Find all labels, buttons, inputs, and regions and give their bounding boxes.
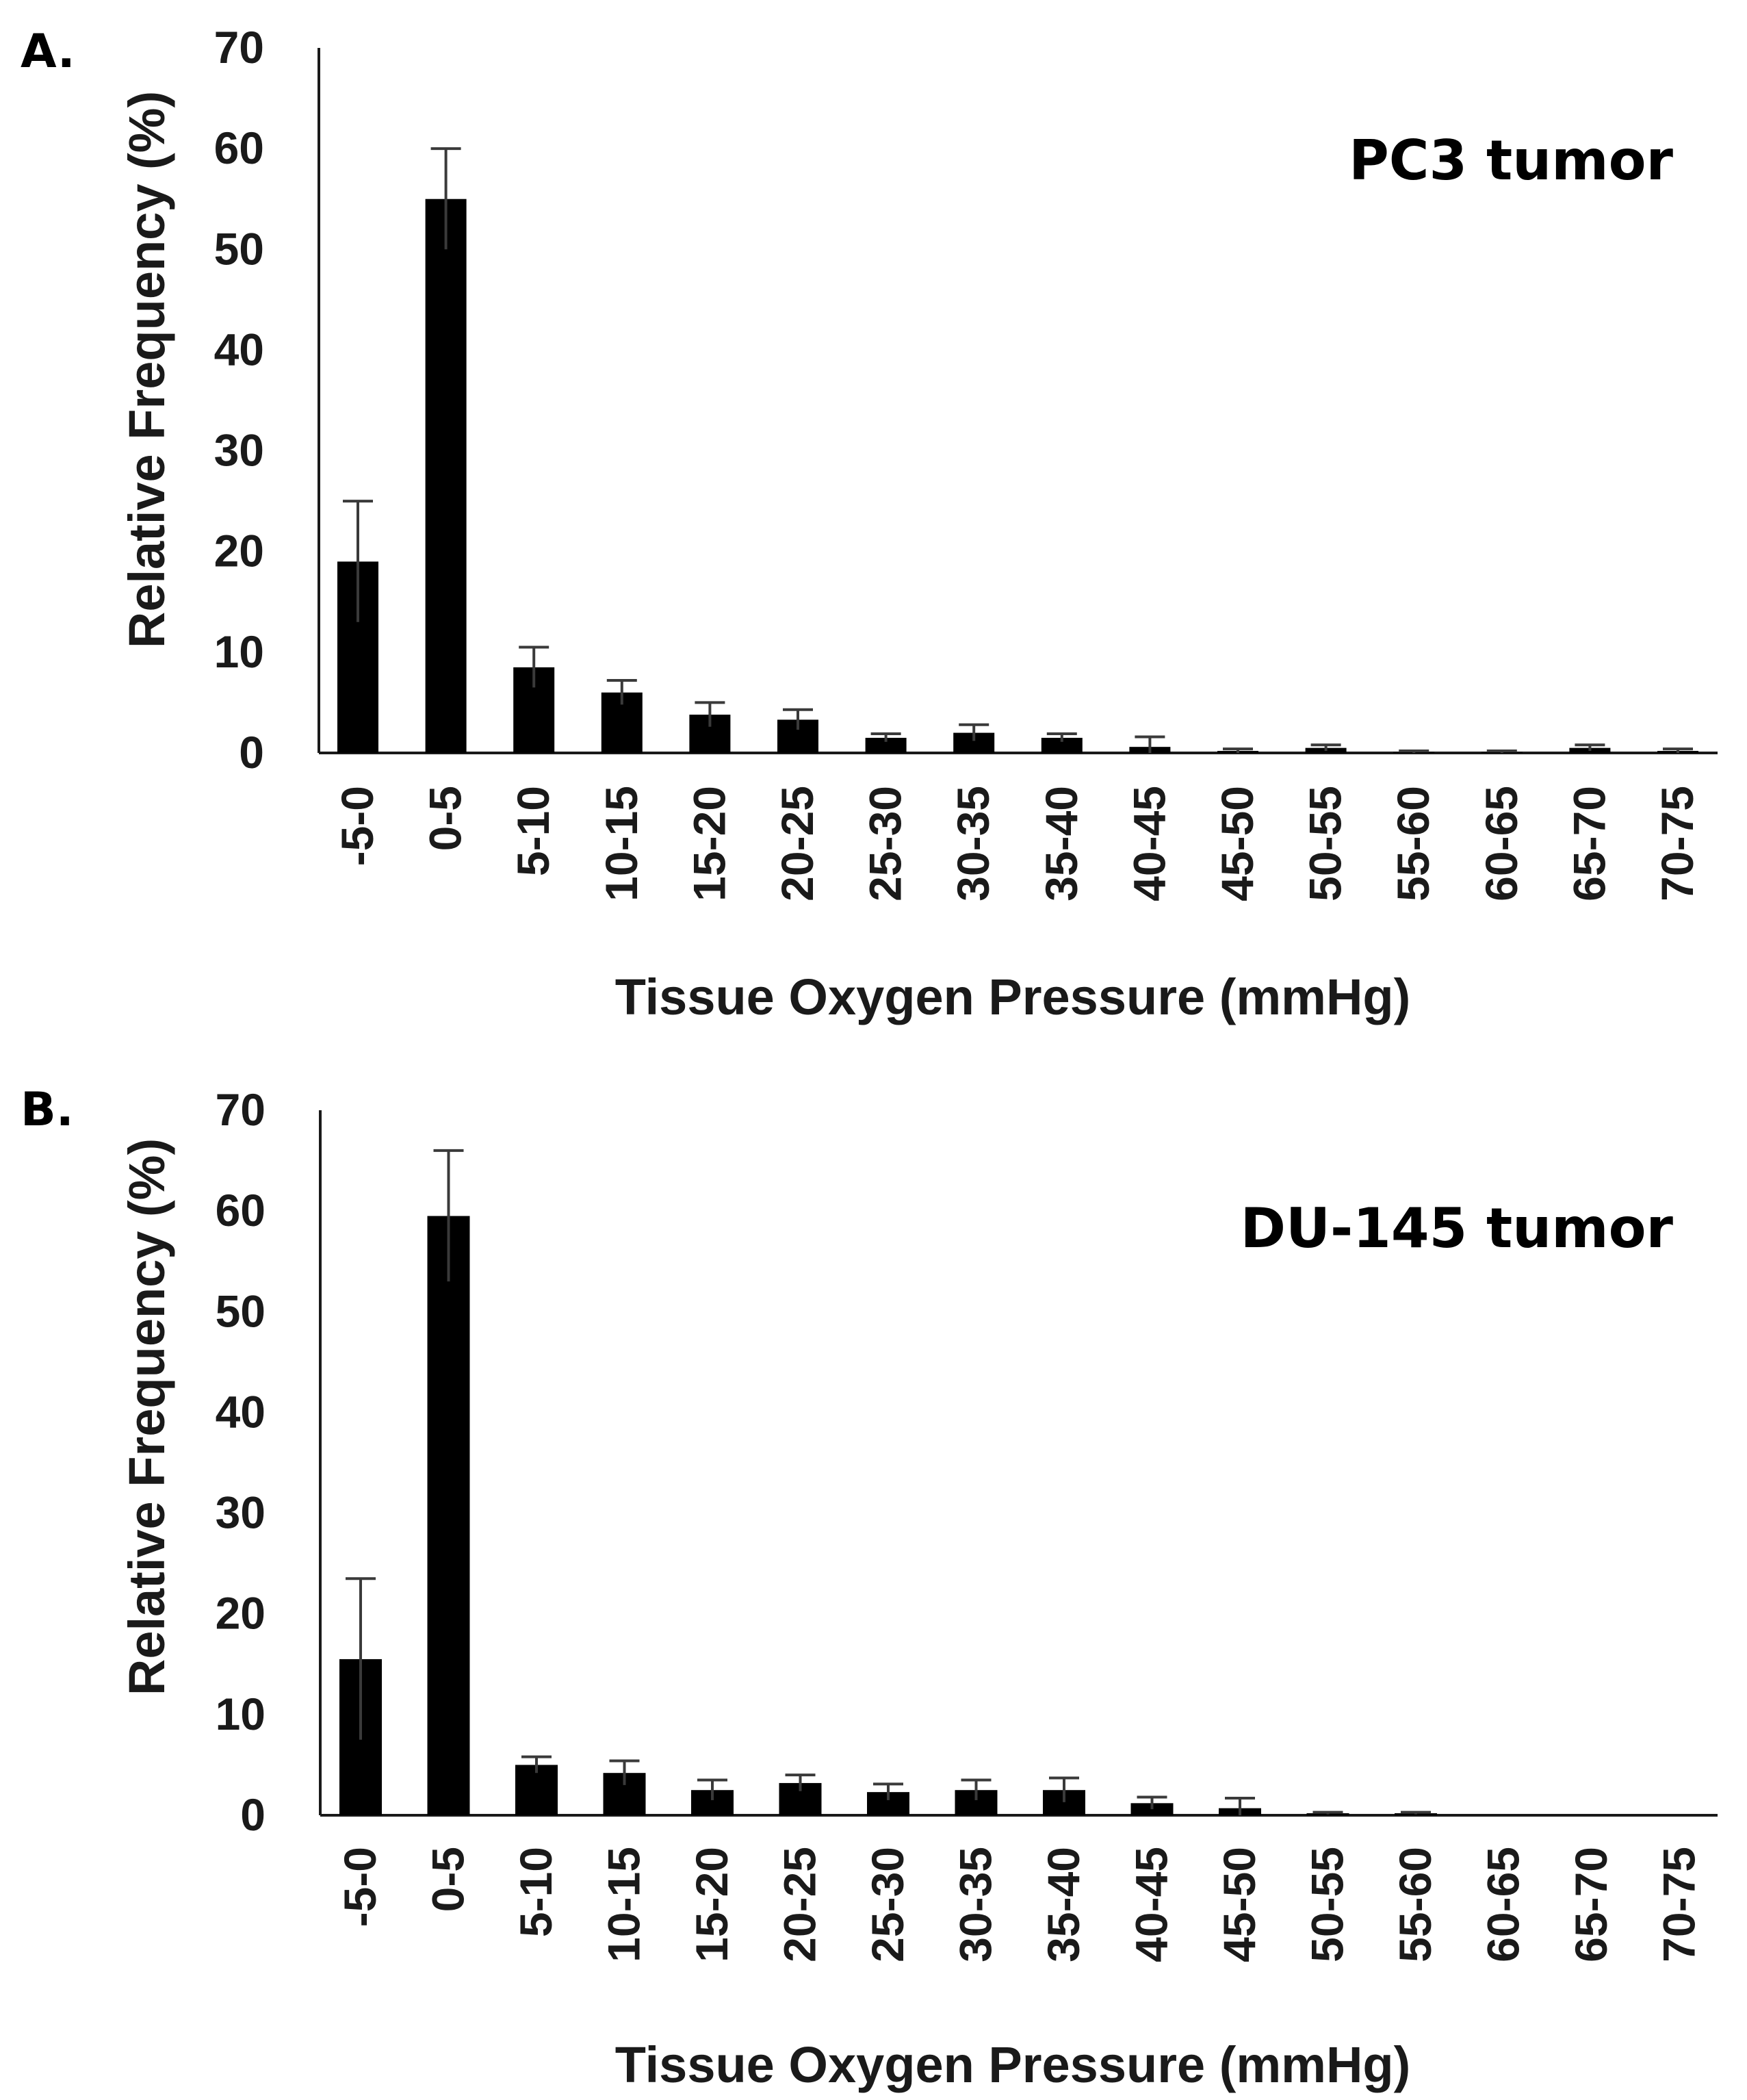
x-tick-label: 70-75 <box>1652 786 1703 901</box>
chart-annotation: PC3 tumor <box>1349 129 1673 192</box>
y-tick-label: 60 <box>214 123 264 173</box>
x-tick-label: -5-0 <box>332 786 383 866</box>
y-tick-label: 20 <box>214 526 264 576</box>
plot-area: 0 10 20 30 40 50 60 70 -5-0 0-5 5-10 10-15 15-20 20-2… <box>216 1084 1718 1962</box>
y-tick-label: 70 <box>216 1084 266 1135</box>
y-tick-label: 30 <box>216 1487 266 1538</box>
x-tick-label: 25-30 <box>860 786 911 901</box>
x-tick-label: 50-55 <box>1300 786 1351 901</box>
y-tick-label: 40 <box>214 324 264 374</box>
y-tick-label: 30 <box>214 425 264 476</box>
x-axis-title: Tissue Oxygen Pressure (mmHg) <box>615 2036 1411 2093</box>
bar <box>425 199 467 753</box>
x-tick-label: 5-10 <box>508 786 558 876</box>
x-tick-label: 45-50 <box>1214 1847 1265 1962</box>
y-tick-label: 0 <box>239 727 264 778</box>
x-tick-label: 40-45 <box>1126 1847 1177 1962</box>
x-tick-label: 35-40 <box>1038 1847 1089 1962</box>
x-tick-label: 70-75 <box>1654 1847 1705 1962</box>
x-tick-label: 65-70 <box>1564 786 1614 901</box>
x-tick-label: 40-45 <box>1124 786 1174 901</box>
panel-a: A. PC3 tumor Relative Frequency (%) Tiss… <box>21 22 1718 1025</box>
x-tick-label: 60-65 <box>1478 1847 1529 1962</box>
x-tick-label: 25-30 <box>862 1847 913 1962</box>
y-tick-label: 0 <box>240 1789 266 1840</box>
x-tick-label: 0-5 <box>423 1847 474 1912</box>
x-tick-label: 30-35 <box>948 786 998 901</box>
x-tick-label: 15-20 <box>684 786 734 901</box>
panel-b: B. DU-145 tumor Relative Frequency (%) T… <box>21 1083 1718 2093</box>
chart-annotation: DU-145 tumor <box>1241 1196 1674 1260</box>
x-tick-label: 55-60 <box>1390 1847 1440 1962</box>
y-tick-label: 70 <box>214 22 264 73</box>
x-tick-label: 20-25 <box>775 1847 825 1962</box>
x-tick-label: 60-65 <box>1476 786 1527 901</box>
bar <box>515 1765 558 1815</box>
y-axis-title: Relative Frequency (%) <box>118 91 175 648</box>
y-axis-title: Relative Frequency (%) <box>118 1138 175 1695</box>
y-tick-label: 10 <box>214 626 264 677</box>
y-tick-label: 50 <box>214 223 264 274</box>
x-tick-label: 35-40 <box>1036 786 1087 901</box>
y-tick-label: 10 <box>216 1689 266 1739</box>
x-tick-label: 10-15 <box>596 786 647 901</box>
x-tick-label: 5-10 <box>510 1847 561 1937</box>
x-tick-label: 45-50 <box>1212 786 1263 901</box>
plot-area: 0 10 20 30 40 50 60 70 -5-0 0-5 5-10 10-15 15-20 20-2… <box>214 22 1718 901</box>
panel-label: A. <box>21 25 75 79</box>
y-tick-label: 40 <box>216 1386 266 1437</box>
x-tick-label: 15-20 <box>686 1847 737 1962</box>
x-axis-title: Tissue Oxygen Pressure (mmHg) <box>615 969 1411 1025</box>
x-tick-label: 0-5 <box>420 786 471 851</box>
x-tick-label: 20-25 <box>772 786 823 901</box>
x-tick-label: 50-55 <box>1302 1847 1353 1962</box>
bar <box>865 737 907 753</box>
x-tick-label: 55-60 <box>1388 786 1438 901</box>
panel-label: B. <box>21 1083 74 1137</box>
y-tick-label: 50 <box>216 1285 266 1336</box>
bar <box>427 1216 470 1815</box>
x-tick-label: 65-70 <box>1566 1847 1616 1962</box>
bar <box>1041 737 1083 753</box>
x-tick-label: 10-15 <box>599 1847 649 1962</box>
y-tick-label: 60 <box>216 1185 266 1235</box>
x-tick-label: -5-0 <box>335 1847 385 1927</box>
x-tick-label: 30-35 <box>950 1847 1001 1962</box>
y-tick-label: 20 <box>216 1588 266 1639</box>
